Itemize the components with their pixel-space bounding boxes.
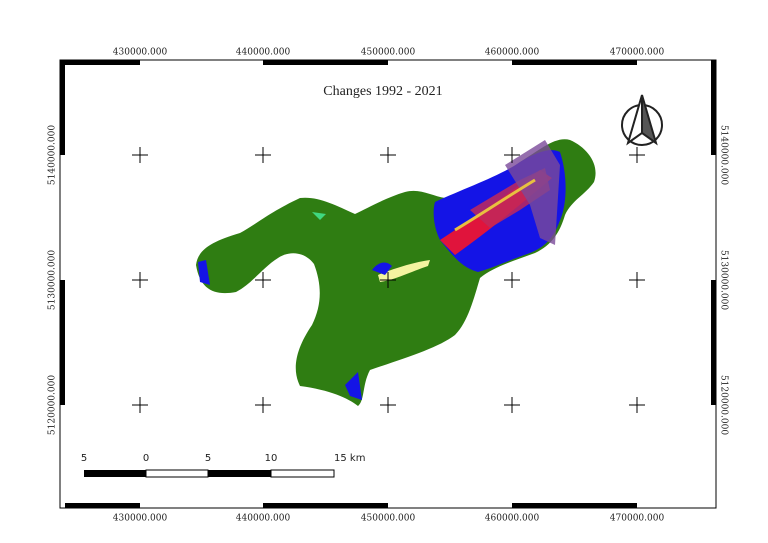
- grid-cross: [132, 147, 148, 163]
- border-band: [60, 60, 65, 155]
- grid-cross: [255, 397, 271, 413]
- border-band: [60, 155, 65, 280]
- change-green: [312, 212, 326, 220]
- border-band: [637, 60, 716, 65]
- scale-bar: [84, 469, 335, 478]
- y-coord-label: 5120000.000: [48, 375, 58, 435]
- scale-segment: [208, 470, 271, 477]
- grid-cross: [504, 397, 520, 413]
- x-coord-label: 440000.000: [236, 48, 291, 58]
- border-band: [60, 60, 140, 65]
- frame-border: [59, 59, 717, 509]
- change-blue: [372, 262, 392, 275]
- y-coord-label: 5140000.000: [719, 125, 729, 185]
- border-band: [263, 60, 388, 65]
- change-purple: [505, 140, 560, 245]
- grid-cross: [380, 397, 396, 413]
- change-blue: [198, 260, 210, 285]
- lake: [378, 260, 430, 282]
- grid-cross: [132, 272, 148, 288]
- border-band: [388, 503, 512, 508]
- grid-cross: [629, 272, 645, 288]
- grid-cross: [629, 397, 645, 413]
- border-band: [140, 60, 263, 65]
- border-outline: [59, 59, 717, 509]
- grid-crosses: [132, 147, 645, 413]
- border-band: [711, 280, 716, 405]
- grid-cross: [380, 147, 396, 163]
- scale-label: 5: [205, 453, 211, 464]
- y-coord-label: 5130000.000: [48, 250, 58, 310]
- border-band: [711, 60, 716, 155]
- y-coord-label: 5130000.000: [719, 250, 729, 310]
- border-band: [711, 155, 716, 280]
- land: [196, 139, 596, 407]
- border-band: [263, 503, 388, 508]
- border-band: [60, 280, 65, 405]
- scale-segment: [84, 470, 146, 477]
- scale-label: 10: [265, 453, 278, 464]
- grid-cross: [255, 272, 271, 288]
- map-title: Changes 1992 - 2021: [323, 84, 442, 99]
- grid-cross: [380, 272, 396, 288]
- x-coord-label: 450000.000: [361, 514, 416, 524]
- y-coord-label: 5120000.000: [719, 375, 729, 435]
- grid-cross: [629, 147, 645, 163]
- grid-cross: [132, 397, 148, 413]
- x-coord-label: 460000.000: [485, 514, 540, 524]
- border-band: [711, 405, 716, 508]
- x-coord-label: 450000.000: [361, 48, 416, 58]
- x-coord-label: 440000.000: [236, 514, 291, 524]
- y-coord-label: 5140000.000: [48, 125, 58, 185]
- scale-segment: [270, 469, 335, 478]
- change-blue: [345, 372, 362, 400]
- border-band: [388, 60, 512, 65]
- border-band: [140, 503, 263, 508]
- north-arrow-right: [641, 94, 658, 146]
- x-coord-label: 470000.000: [610, 48, 665, 58]
- border-band: [512, 503, 637, 508]
- change-yellow: [454, 178, 536, 232]
- north-arrow: [621, 94, 663, 146]
- x-coord-label: 470000.000: [610, 514, 665, 524]
- scale-segment: [145, 469, 209, 478]
- x-coord-label: 430000.000: [113, 48, 168, 58]
- grid-cross: [504, 147, 520, 163]
- x-coord-label: 460000.000: [485, 48, 540, 58]
- border-band: [60, 503, 140, 508]
- border-band: [60, 405, 65, 508]
- grid-cross: [255, 147, 271, 163]
- grid-cross: [504, 272, 520, 288]
- border-band: [512, 60, 637, 65]
- x-coord-label: 430000.000: [113, 514, 168, 524]
- border-band: [637, 503, 716, 508]
- scale-label: 15 km: [334, 453, 365, 464]
- scale-label: 0: [143, 453, 149, 464]
- labels: 430000.000 430000.000 440000.000 440000.000…: [48, 48, 729, 524]
- scale-label: 5: [81, 453, 87, 464]
